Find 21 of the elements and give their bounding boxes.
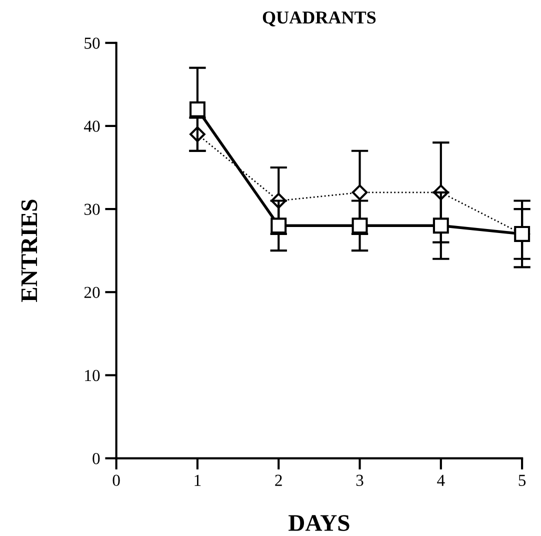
y-tick-label: 20 <box>84 286 100 298</box>
x-tick-label: 3 <box>356 474 364 486</box>
y-tick-label: 40 <box>84 120 100 132</box>
x-tick-label: 1 <box>194 474 201 486</box>
point <box>189 101 206 118</box>
point <box>514 226 530 242</box>
y-axis-title: ENTRIES <box>21 200 38 302</box>
y-tick-label: 10 <box>85 370 100 382</box>
y-tick-label: 50 <box>84 38 100 49</box>
point <box>270 218 287 234</box>
y-tick-label: 0 <box>92 452 100 464</box>
x-tick-label: 0 <box>112 474 120 486</box>
x-tick-label: 5 <box>518 474 526 486</box>
point <box>432 218 449 234</box>
x-axis-title: DAYS <box>288 515 350 531</box>
point <box>352 184 368 200</box>
y-tick-label: 30 <box>84 204 100 215</box>
point <box>352 218 368 234</box>
x-tick-label: 4 <box>437 474 445 486</box>
chart-title: QUADRANTS <box>262 11 376 26</box>
x-tick-label: 2 <box>275 474 282 486</box>
